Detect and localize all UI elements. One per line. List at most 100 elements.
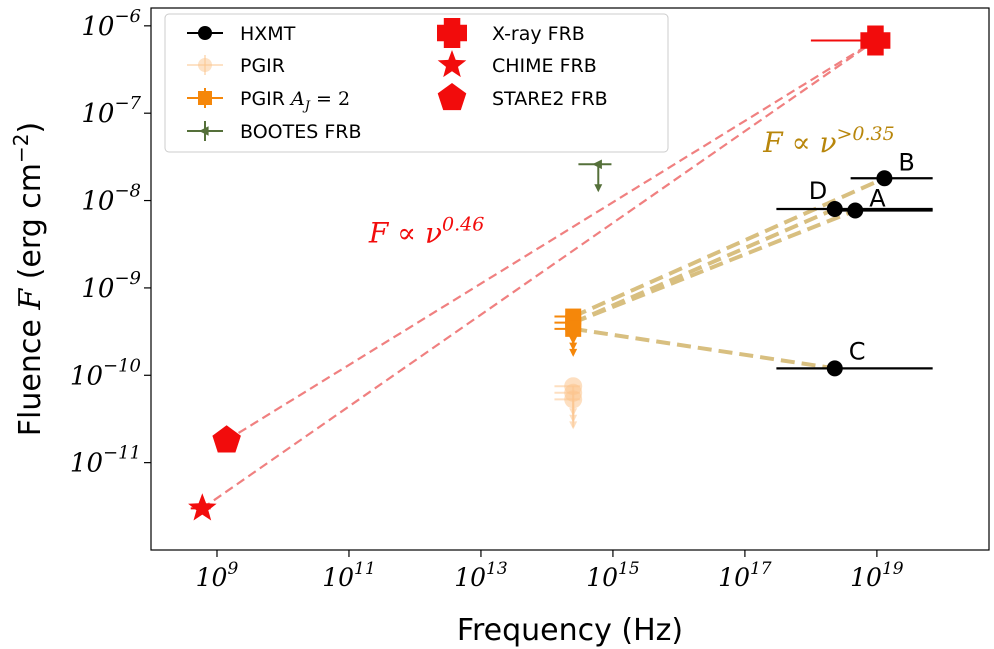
series-stare2-frb xyxy=(212,425,241,453)
y-tick-label-base: 10 xyxy=(70,361,103,391)
y-tick-label-m8: 10−8 xyxy=(81,181,141,217)
y-tick-label-exp: −7 xyxy=(114,93,141,114)
point-hxmt-c-marker xyxy=(826,360,843,377)
legend-item-stare2-frb-marker xyxy=(437,83,467,111)
y-tick-label-m10: 10−10 xyxy=(70,355,141,391)
plot-frame xyxy=(150,7,990,551)
annotation-gold-slope-exp: >0.35 xyxy=(837,123,895,145)
x-tick-label-9: 109 xyxy=(196,559,239,592)
legend-item-pgir-a-j-2-label-rest: = 2 xyxy=(310,88,350,110)
y-tick-label-exp: −6 xyxy=(114,6,141,27)
legend-item-stare2-frb: STARE2 FRB xyxy=(437,83,608,111)
y-tick-label-exp: −8 xyxy=(114,181,141,202)
x-axis-label: Frequency (Hz) xyxy=(457,613,683,648)
axes-layer: 109 1011 1013 1015 1017 101910−610−710−810−91… xyxy=(70,6,904,592)
data-points-layer: AB C D xyxy=(188,25,933,521)
series-chime-frb xyxy=(188,493,217,521)
y-tick-label-exp: −9 xyxy=(114,268,141,289)
legend-item-pgir-label: PGIR xyxy=(240,55,285,77)
point-chime-frb-1-marker xyxy=(188,493,217,521)
annotation-gold-slope-base: F ∝ ν xyxy=(762,126,836,159)
point-hxmt-d-marker xyxy=(826,201,843,218)
annotation-red-slope-base: F ∝ ν xyxy=(368,217,442,250)
y-tick-label-m9: 10−9 xyxy=(81,268,141,304)
point-hxmt-b-label: B xyxy=(898,148,914,176)
point-pgir-a-j-2-3-marker xyxy=(565,320,582,337)
legend-item-pgir-a-j-2-label-text: PGIR xyxy=(240,88,291,110)
legend-item-x-ray-frb: X-ray FRB xyxy=(437,18,585,48)
x-tick-label-19: 1019 xyxy=(850,559,904,592)
legend-item-stare2-frb-label: STARE2 FRB xyxy=(492,88,608,110)
legend-item-pgir-a-j-2-marker xyxy=(198,91,212,105)
annotation-gold-slope: F ∝ ν>0.35 xyxy=(762,123,894,159)
y-tick-label-m11: 10−11 xyxy=(70,443,141,479)
legend-item-bootes-frb-marker xyxy=(199,126,209,136)
legend-item-pgir-a-j-2-label-sub: J xyxy=(302,99,311,114)
x-tick-label-17: 1017 xyxy=(718,559,772,592)
x-tick-label-exp: 11 xyxy=(354,559,376,579)
fit-line-gold-6 xyxy=(572,326,836,371)
y-tick-label-base: 10 xyxy=(70,449,103,479)
legend-item-hxmt-label: HXMT xyxy=(240,23,296,45)
legend-item-hxmt-marker xyxy=(198,26,212,40)
x-tick-label-base: 10 xyxy=(718,563,750,592)
x-tick-label-base: 10 xyxy=(586,563,618,592)
point-pgir-a-j-2-3-upper-limit-head xyxy=(569,348,578,357)
fit-line-gold-5 xyxy=(572,207,836,325)
y-axis-label-symbol: F xyxy=(13,288,48,311)
point-x-ray-frb-1-marker xyxy=(860,25,891,56)
series-bootes-frb xyxy=(578,159,612,193)
series-pgir xyxy=(554,377,583,430)
point-hxmt-a-marker xyxy=(847,202,864,219)
legend-item-chime-frb-label: CHIME FRB xyxy=(492,55,597,77)
x-tick-label-base: 10 xyxy=(322,563,354,592)
y-axis-label-main: Fluence xyxy=(13,310,48,437)
x-tick-label-exp: 13 xyxy=(486,559,508,579)
y-tick-label-m6: 10−6 xyxy=(81,6,141,42)
legend-item-pgir-a-j-2-label: PGIR AJ = 2 xyxy=(240,88,350,114)
y-tick-label-exp: −11 xyxy=(103,443,141,464)
fit-line-gold-3 xyxy=(572,176,886,319)
y-axis-label-unit-close: ) xyxy=(13,122,48,134)
legend-box xyxy=(164,13,669,153)
point-stare2-frb-1-marker xyxy=(212,425,241,453)
legend-item-bootes-frb: BOOTES FRB xyxy=(187,121,362,143)
annotation-red-slope-exp: 0.46 xyxy=(442,214,484,236)
point-pgir-3-upper-limit-head xyxy=(569,421,578,430)
y-tick-label-m7: 10−7 xyxy=(81,93,141,129)
legend-item-chime-frb-marker xyxy=(437,50,467,78)
annotation-red-slope: F ∝ ν0.46 xyxy=(368,214,485,250)
point-hxmt-a-label: A xyxy=(869,184,886,212)
y-axis-label: Fluence F (erg cm−2) xyxy=(9,122,48,436)
point-hxmt-c-label: C xyxy=(849,337,866,365)
fit-line-red-1 xyxy=(226,39,876,442)
y-tick-label-base: 10 xyxy=(81,274,114,304)
point-hxmt-d-label: D xyxy=(809,177,827,205)
point-bootes-frb-1-upper-limit-head xyxy=(594,184,603,193)
y-axis-label-unit-exp: −2 xyxy=(9,134,33,163)
legend-item-x-ray-frb-marker xyxy=(437,18,467,48)
legend-item-hxmt: HXMT xyxy=(187,23,296,45)
legend-item-pgir-a-j-2: PGIR AJ = 2 xyxy=(187,88,350,114)
x-tick-label-exp: 9 xyxy=(227,559,238,579)
y-tick-label-base: 10 xyxy=(81,99,114,129)
x-tick-label-exp: 19 xyxy=(882,559,904,579)
y-tick-label-exp: −10 xyxy=(103,355,141,376)
point-pgir-3-marker xyxy=(564,390,583,409)
x-tick-label-13: 1013 xyxy=(454,559,507,592)
legend-item-pgir-marker xyxy=(198,58,212,72)
x-tick-label-15: 1015 xyxy=(586,559,639,592)
legend-item-chime-frb: CHIME FRB xyxy=(437,50,597,78)
x-tick-label-exp: 15 xyxy=(618,559,640,579)
y-tick-label-base: 10 xyxy=(81,12,114,42)
x-tick-label-11: 1011 xyxy=(322,559,375,592)
point-hxmt-b-marker xyxy=(876,170,893,187)
legend-item-x-ray-frb-label: X-ray FRB xyxy=(492,23,585,45)
series-pgir-a-j-2 xyxy=(554,308,582,357)
legend-item-bootes-frb-label: BOOTES FRB xyxy=(240,121,362,143)
y-axis-label-unit: (erg cm xyxy=(13,163,48,289)
series-x-ray-frb xyxy=(810,25,891,56)
